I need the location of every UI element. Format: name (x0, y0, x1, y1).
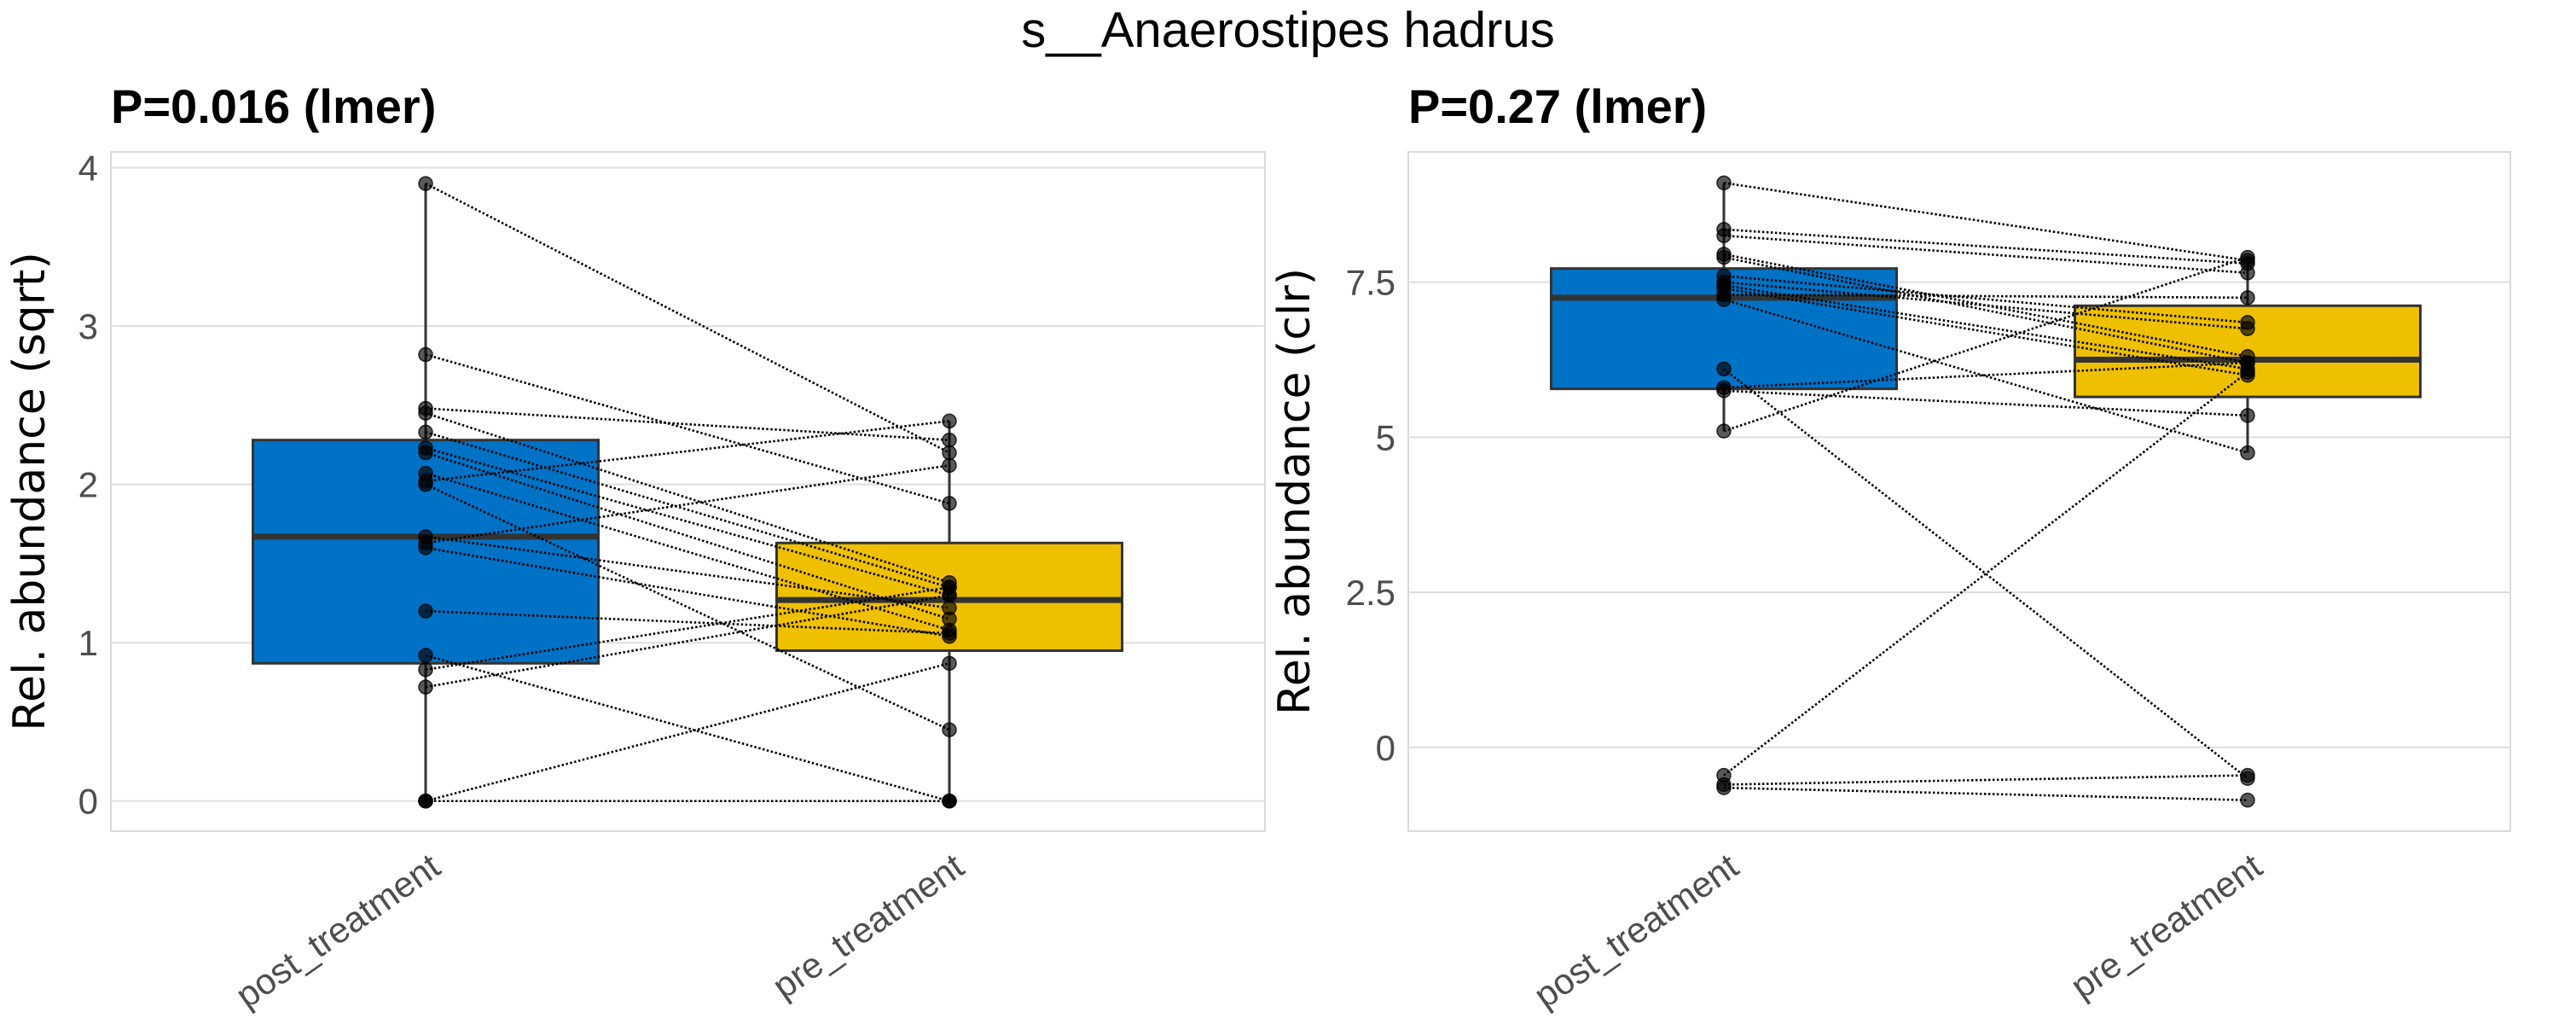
data-point-pre (942, 655, 957, 672)
data-point-pre (942, 793, 957, 809)
data-point-pre (942, 432, 957, 448)
data-point-post (418, 540, 433, 556)
data-point-pre (2240, 445, 2255, 461)
panel-2-title: P=0.27 (lmer) (1408, 79, 1708, 133)
data-point-pre (2240, 290, 2255, 305)
data-point-post (1716, 249, 1732, 265)
data-point-pre (942, 625, 957, 641)
data-point-post (418, 793, 433, 809)
pair-line (1723, 371, 2248, 777)
data-point-post (418, 445, 433, 461)
pair-line (425, 585, 950, 672)
pair-line (425, 609, 950, 635)
data-point-pre (942, 445, 957, 461)
pair-line (1723, 298, 2248, 454)
pair-line (425, 464, 950, 544)
data-point-post (1716, 228, 1732, 243)
data-point-pre (2240, 249, 2255, 265)
pair-line (425, 594, 950, 689)
y-tick-label: 3 (78, 306, 98, 346)
pair-line (425, 662, 950, 803)
data-point-post (418, 661, 433, 678)
data-point-post (1716, 423, 1732, 439)
data-point-pre (942, 496, 957, 511)
pair-line (1723, 256, 2248, 364)
y-axis-label: Rel. abundance (clr) (1269, 268, 1320, 715)
pair-line (1723, 786, 2248, 801)
pair-line (425, 420, 950, 483)
data-point-pre (942, 413, 957, 429)
data-point-pre (2240, 408, 2255, 423)
data-point-post (1716, 383, 1732, 399)
panel-1-title: P=0.016 (lmer) (111, 79, 437, 133)
pair-line (1723, 284, 2248, 370)
y-tick-label: 4 (78, 148, 98, 189)
data-point-post (1716, 292, 1732, 307)
x-tick-label: pre_treatment (765, 846, 971, 1007)
pair-line (425, 654, 950, 802)
y-tick-label: 5 (1376, 417, 1395, 457)
data-point-post (1716, 361, 1732, 377)
data-point-post (418, 346, 433, 363)
y-tick-label: 2 (78, 465, 98, 505)
pair-line (425, 472, 950, 631)
y-tick-label: 7.5 (1346, 263, 1395, 303)
data-point-pre (2240, 792, 2255, 808)
data-point-post (418, 603, 433, 619)
y-axis-label: Rel. abundance (sqrt) (4, 252, 55, 730)
pair-line (425, 535, 950, 609)
data-point-pre (2240, 364, 2255, 380)
data-point-post (1716, 780, 1732, 795)
pair-line (425, 446, 950, 596)
data-point-post (418, 424, 433, 440)
y-tick-label: 0 (78, 782, 98, 822)
figure-title: s__Anaerostipes hadrus (1021, 3, 1555, 58)
y-tick-label: 2.5 (1346, 573, 1395, 613)
data-point-pre (2240, 767, 2255, 783)
y-tick-label: 1 (78, 623, 98, 663)
x-tick-label: pre_treatment (2063, 846, 2269, 1007)
x-tick-label: post_treatment (1527, 846, 1746, 1015)
data-point-post (418, 648, 433, 663)
panel-border (1407, 151, 2511, 832)
data-point-pre (2240, 265, 2255, 281)
pair-line (425, 483, 950, 731)
pair-line (1723, 253, 2248, 358)
data-point-post (1716, 175, 1732, 191)
y-tick-label: 0 (1376, 728, 1395, 768)
pair-line (1723, 361, 2248, 389)
data-point-post (418, 679, 433, 695)
pair-line (1723, 774, 2248, 786)
data-point-post (418, 476, 433, 492)
data-point-pre (2240, 321, 2255, 336)
pair-line (1723, 389, 2248, 417)
pair-line (1723, 287, 2248, 376)
data-point-pre (942, 587, 957, 603)
pair-line (1723, 182, 2248, 262)
data-point-pre (942, 722, 957, 737)
panel-1: 0 1 2 3 4 Rel. abundance (sqrt) post_treatment… (4, 148, 1266, 1015)
pair-line (425, 451, 950, 620)
panel-2: 0 2.5 5 7.5 Rel. abundance (clr) post_treatme… (1269, 151, 2511, 1015)
data-point-pre (942, 457, 957, 474)
x-tick-label: post_treatment (229, 846, 448, 1015)
pair-line (425, 546, 950, 638)
pair-line (425, 182, 950, 454)
pair-line (425, 431, 950, 589)
data-point-post (418, 405, 433, 421)
data-point-post (418, 176, 433, 191)
data-point-pre (942, 600, 957, 616)
pair-line (1723, 293, 2248, 300)
